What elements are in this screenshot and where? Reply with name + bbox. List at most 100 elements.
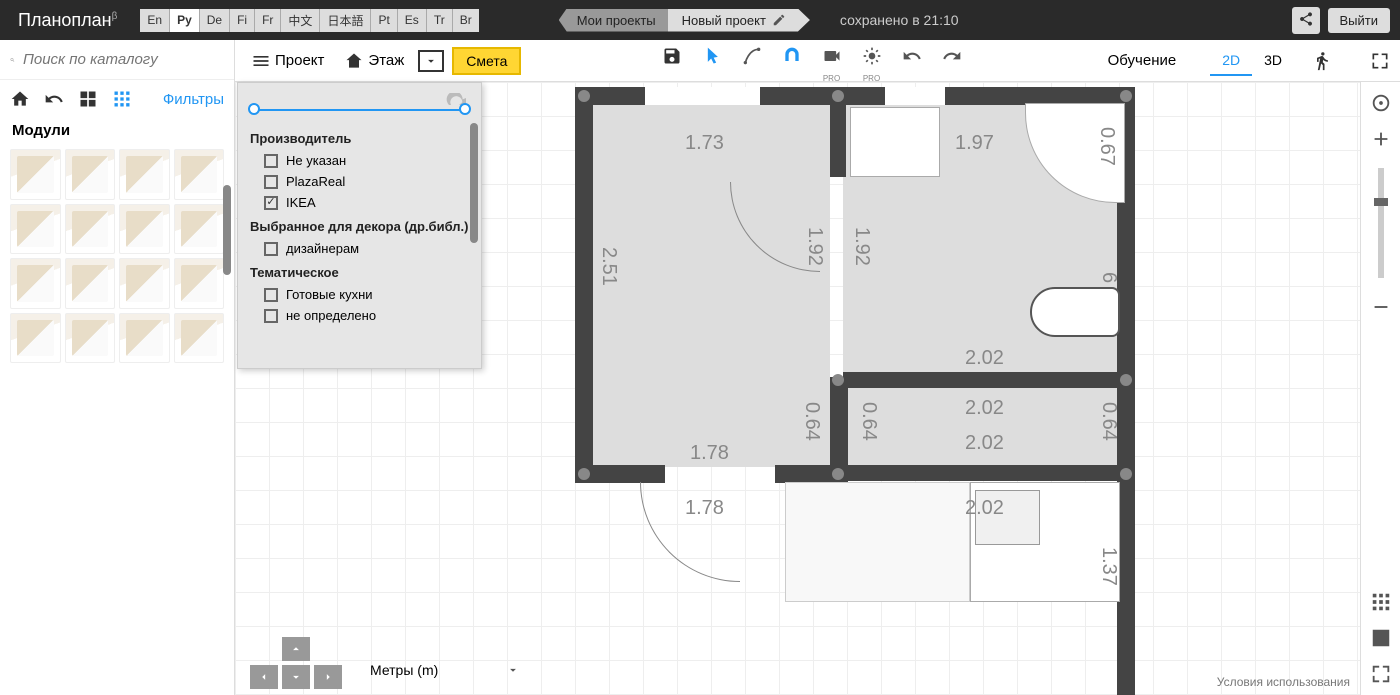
floor-dropdown[interactable] (418, 50, 444, 72)
camera-tool[interactable]: PRO (816, 40, 848, 81)
filter-group-title: Производитель (250, 131, 469, 146)
redo-button[interactable] (936, 40, 968, 81)
camera-icon (822, 46, 842, 66)
lang-btn-tr[interactable]: Tr (427, 9, 453, 32)
module-item[interactable] (10, 204, 61, 255)
training-button[interactable]: Обучение (1102, 48, 1183, 73)
grid-icon[interactable] (1370, 591, 1392, 613)
module-item[interactable] (10, 149, 61, 200)
dimension-label: 1.78 (690, 442, 729, 465)
grid-small-icon[interactable] (112, 89, 132, 109)
module-item[interactable] (119, 258, 170, 309)
save-icon (662, 46, 682, 66)
dimension-label: 2.02 (965, 432, 1004, 455)
module-item[interactable] (65, 149, 116, 200)
zoom-out-icon[interactable] (1370, 296, 1392, 318)
filter-option[interactable]: PlazaReal (250, 171, 469, 192)
pointer-tool[interactable] (696, 40, 728, 81)
view-3d-tab[interactable]: 3D (1252, 46, 1294, 76)
pan-right[interactable] (314, 665, 342, 689)
price-slider[interactable] (250, 99, 469, 119)
lang-btn-中文[interactable]: 中文 (281, 9, 320, 32)
module-item[interactable] (10, 258, 61, 309)
module-item[interactable] (119, 149, 170, 200)
module-item[interactable] (65, 313, 116, 364)
save-button[interactable] (656, 40, 688, 81)
undo-icon[interactable] (44, 89, 64, 109)
breadcrumb-root[interactable]: Мои проекты (559, 9, 670, 32)
zoom-in-icon[interactable] (1370, 128, 1392, 150)
checkbox-icon (264, 309, 278, 323)
filter-option-label: IKEA (286, 195, 316, 210)
home-icon[interactable] (10, 89, 30, 109)
pan-left[interactable] (250, 665, 278, 689)
module-item[interactable] (174, 258, 225, 309)
lang-btn-fr[interactable]: Fr (255, 9, 281, 32)
estimate-button[interactable]: Смета (452, 47, 521, 75)
floor-menu[interactable]: Этаж (338, 47, 410, 75)
filter-option[interactable]: не определено (250, 305, 469, 326)
dimension-label: 1.97 (955, 132, 994, 155)
filter-option[interactable]: Готовые кухни (250, 284, 469, 305)
grid-large-icon[interactable] (78, 89, 98, 109)
filter-option-label: дизайнерам (286, 241, 359, 256)
view-2d-tab[interactable]: 2D (1210, 46, 1252, 76)
share-button[interactable] (1292, 7, 1320, 34)
fullscreen-icon[interactable] (1370, 51, 1390, 71)
pan-up[interactable] (282, 637, 310, 661)
language-switcher: EnРуDeFiFr中文日本語PtEsTrBr (140, 9, 478, 32)
dimension-label: 1.78 (685, 497, 724, 520)
edit-icon[interactable] (772, 13, 786, 27)
lang-btn-pt[interactable]: Pt (371, 9, 397, 32)
search-row (0, 40, 234, 80)
lang-btn-en[interactable]: En (140, 9, 170, 32)
module-item[interactable] (10, 313, 61, 364)
walk-icon[interactable] (1312, 51, 1332, 71)
lang-btn-br[interactable]: Br (453, 9, 479, 32)
checkbox-icon (264, 154, 278, 168)
filter-panel: Производитель Не указанPlazaReal IKEA Выбра… (237, 82, 482, 369)
sidebar-scrollbar[interactable] (223, 185, 231, 275)
line-icon (742, 46, 762, 66)
module-item[interactable] (65, 258, 116, 309)
pan-down[interactable] (282, 665, 310, 689)
target-icon[interactable] (1370, 92, 1392, 114)
filter-group-title: Выбранное для декора (др.библ.) (250, 219, 469, 234)
expand-icon[interactable] (1370, 663, 1392, 685)
units-select[interactable]: Метры (m) (360, 655, 530, 685)
lang-btn-es[interactable]: Es (398, 9, 427, 32)
lang-btn-ру[interactable]: Ру (170, 9, 200, 32)
undo-button[interactable] (896, 40, 928, 81)
exit-button[interactable]: Выйти (1328, 8, 1391, 33)
filter-option[interactable]: Не указан (250, 150, 469, 171)
dimension-label: 0.64 (800, 402, 823, 441)
module-item[interactable] (65, 204, 116, 255)
chevron-down-icon (506, 663, 520, 677)
project-menu[interactable]: Проект (245, 47, 330, 75)
module-item[interactable] (174, 149, 225, 200)
filter-option[interactable]: IKEA (250, 192, 469, 213)
zoom-slider[interactable] (1378, 168, 1384, 278)
module-item[interactable] (174, 204, 225, 255)
lang-btn-fi[interactable]: Fi (230, 9, 255, 32)
module-item[interactable] (119, 204, 170, 255)
search-input[interactable] (23, 51, 224, 68)
filters-link[interactable]: Фильтры (163, 91, 224, 108)
light-tool[interactable]: PRO (856, 40, 888, 81)
filter-option[interactable]: дизайнерам (250, 238, 469, 259)
line-tool[interactable] (736, 40, 768, 81)
filter-scrollbar[interactable] (470, 123, 478, 243)
lang-btn-日本語[interactable]: 日本語 (320, 9, 371, 32)
module-item[interactable] (174, 313, 225, 364)
usage-terms-link[interactable]: Условия использования (1217, 675, 1350, 689)
redo-icon (942, 46, 962, 66)
checkbox-icon (264, 196, 278, 210)
image-icon[interactable] (1370, 627, 1392, 649)
snap-tool[interactable] (776, 40, 808, 81)
breadcrumb-current[interactable]: Новый проект (668, 9, 810, 32)
floor-up-icon (344, 51, 364, 71)
pan-controls (250, 637, 342, 689)
lang-btn-de[interactable]: De (200, 9, 230, 32)
toolbar: Проект Этаж Смета PRO PRO Обучение 2D 3D (235, 40, 1400, 82)
module-item[interactable] (119, 313, 170, 364)
